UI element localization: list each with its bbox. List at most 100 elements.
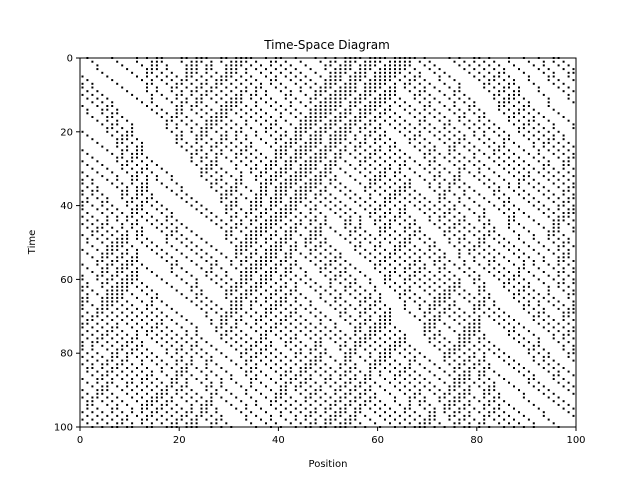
data-point	[280, 197, 282, 199]
data-point	[409, 345, 411, 347]
data-point	[573, 197, 575, 199]
data-point	[290, 179, 292, 181]
data-point	[181, 356, 183, 358]
data-point	[389, 256, 391, 258]
data-point	[369, 378, 371, 380]
data-point	[260, 326, 262, 328]
data-point	[121, 116, 123, 118]
data-point	[191, 249, 193, 251]
data-point	[513, 286, 515, 288]
data-point	[176, 382, 178, 384]
data-point	[414, 411, 416, 413]
data-point	[558, 79, 560, 81]
data-point	[563, 334, 565, 336]
data-point	[151, 415, 153, 417]
data-point	[364, 76, 366, 78]
data-point	[399, 245, 401, 247]
data-point	[235, 157, 237, 159]
data-point	[533, 142, 535, 144]
data-point	[255, 194, 257, 196]
data-point	[250, 397, 252, 399]
data-point	[176, 112, 178, 114]
data-point	[280, 127, 282, 129]
data-point	[389, 146, 391, 148]
data-point	[533, 249, 535, 251]
data-point	[141, 149, 143, 151]
data-point	[463, 219, 465, 221]
data-point	[389, 105, 391, 107]
data-point	[568, 264, 570, 266]
data-point	[300, 234, 302, 236]
data-point	[196, 378, 198, 380]
data-point	[478, 349, 480, 351]
data-point	[186, 319, 188, 321]
data-point	[394, 94, 396, 96]
data-point	[235, 245, 237, 247]
data-point	[404, 135, 406, 137]
data-point	[295, 175, 297, 177]
data-point	[265, 290, 267, 292]
data-point	[349, 83, 351, 85]
data-point	[384, 223, 386, 225]
data-point	[488, 230, 490, 232]
data-point	[206, 400, 208, 402]
data-point	[146, 334, 148, 336]
data-point	[449, 146, 451, 148]
data-point	[334, 415, 336, 417]
data-point	[220, 186, 222, 188]
data-point	[305, 271, 307, 273]
data-point	[558, 256, 560, 258]
data-point	[354, 179, 356, 181]
data-point	[315, 249, 317, 251]
data-point	[533, 345, 535, 347]
data-point	[563, 315, 565, 317]
data-point	[454, 411, 456, 413]
data-point	[409, 389, 411, 391]
data-point	[458, 256, 460, 258]
data-point	[196, 419, 198, 421]
data-point	[399, 68, 401, 70]
data-point	[344, 267, 346, 269]
data-point	[463, 360, 465, 362]
data-point	[538, 312, 540, 314]
data-point	[434, 260, 436, 262]
data-point	[255, 404, 257, 406]
data-point	[101, 385, 103, 387]
data-point	[106, 223, 108, 225]
data-point	[265, 127, 267, 129]
data-point	[201, 238, 203, 240]
data-point	[458, 201, 460, 203]
data-point	[439, 175, 441, 177]
data-point	[315, 408, 317, 410]
data-point	[196, 330, 198, 332]
data-point	[116, 282, 118, 284]
data-point	[295, 201, 297, 203]
data-point	[96, 330, 98, 332]
data-point	[354, 282, 356, 284]
data-point	[359, 94, 361, 96]
data-point	[364, 360, 366, 362]
data-point	[141, 201, 143, 203]
data-point	[86, 382, 88, 384]
data-point	[573, 153, 575, 155]
data-point	[225, 183, 227, 185]
data-point	[523, 175, 525, 177]
data-point	[295, 286, 297, 288]
data-point	[270, 183, 272, 185]
data-point	[483, 112, 485, 114]
data-point	[141, 227, 143, 229]
data-point	[156, 356, 158, 358]
data-point	[300, 186, 302, 188]
data-point	[220, 382, 222, 384]
data-point	[141, 194, 143, 196]
data-point	[513, 264, 515, 266]
data-point	[121, 378, 123, 380]
data-point	[166, 216, 168, 218]
data-point	[344, 160, 346, 162]
data-point	[394, 400, 396, 402]
data-point	[206, 90, 208, 92]
data-point	[568, 308, 570, 310]
data-point	[394, 101, 396, 103]
data-point	[419, 363, 421, 365]
data-point	[166, 326, 168, 328]
